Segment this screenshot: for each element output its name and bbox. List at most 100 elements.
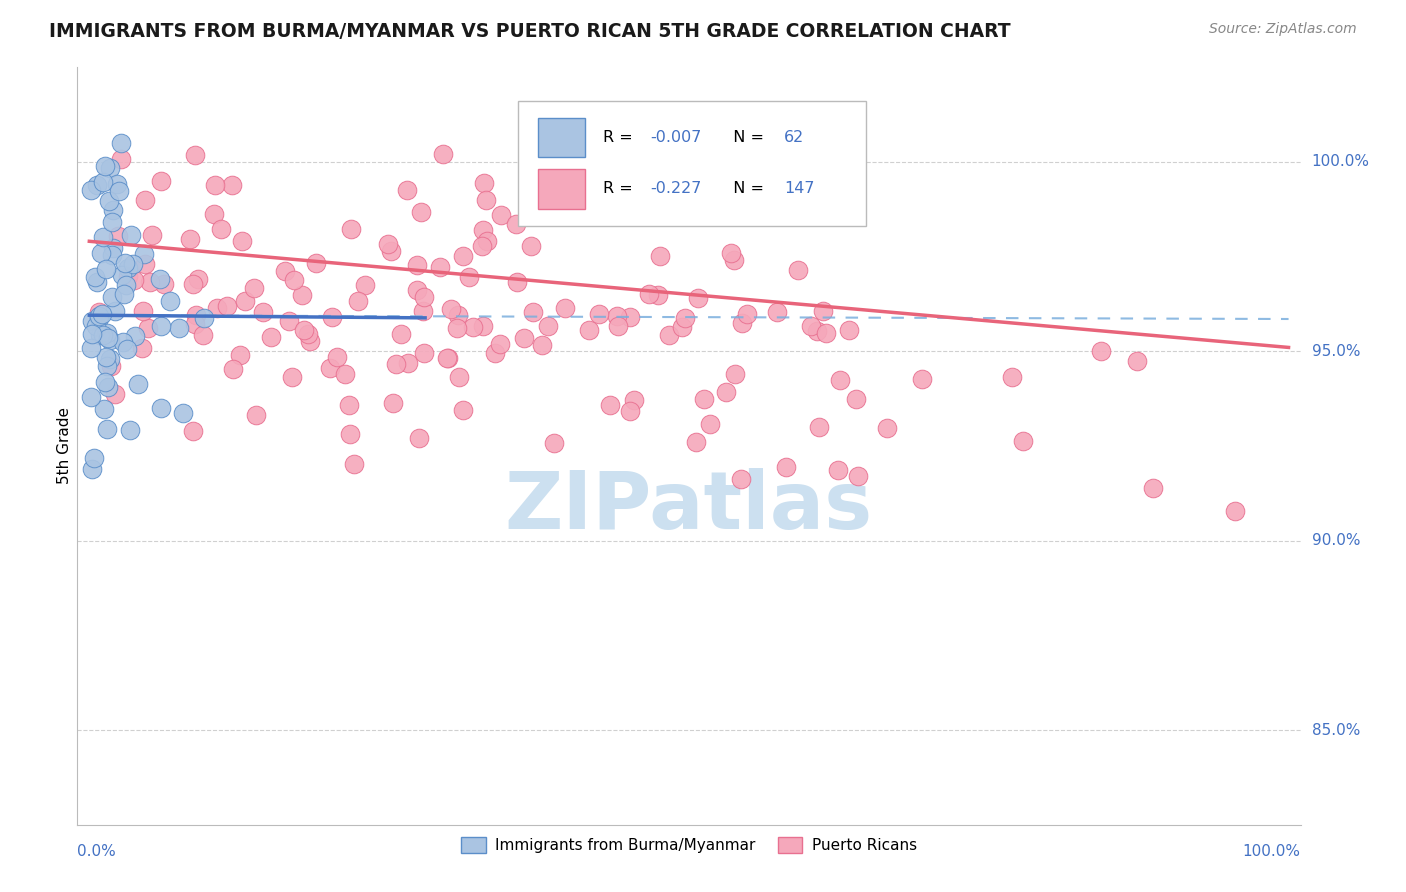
- Point: [471, 222, 494, 236]
- Point: [108, 184, 131, 198]
- Point: [543, 435, 565, 450]
- Point: [150, 174, 173, 188]
- Point: [606, 309, 628, 323]
- Point: [96, 359, 118, 373]
- Legend: Immigrants from Burma/Myanmar, Puerto Ricans: Immigrants from Burma/Myanmar, Puerto Ri…: [456, 831, 922, 859]
- Point: [723, 253, 745, 268]
- Point: [436, 351, 458, 365]
- Point: [83, 450, 105, 465]
- Point: [335, 367, 357, 381]
- Point: [181, 424, 204, 438]
- Bar: [538, 169, 585, 209]
- Text: -0.227: -0.227: [650, 181, 702, 196]
- Point: [100, 214, 122, 228]
- Point: [184, 318, 207, 332]
- Point: [231, 234, 253, 248]
- Point: [100, 248, 122, 262]
- Point: [520, 239, 543, 253]
- Point: [385, 358, 408, 372]
- Point: [91, 175, 114, 189]
- Point: [101, 241, 124, 255]
- Point: [221, 178, 243, 193]
- Point: [209, 222, 232, 236]
- Point: [89, 327, 111, 342]
- Point: [101, 203, 124, 218]
- Point: [202, 207, 225, 221]
- Point: [720, 246, 742, 260]
- Point: [191, 327, 214, 342]
- Point: [193, 311, 215, 326]
- Point: [806, 324, 828, 338]
- Point: [537, 318, 560, 333]
- Point: [111, 268, 134, 282]
- Text: 147: 147: [785, 181, 815, 196]
- Point: [150, 401, 173, 416]
- Point: [82, 326, 104, 341]
- Text: 0.0%: 0.0%: [77, 844, 117, 859]
- Point: [274, 264, 297, 278]
- Point: [127, 377, 149, 392]
- Point: [105, 178, 128, 192]
- Point: [84, 269, 107, 284]
- Point: [326, 350, 349, 364]
- Point: [79, 341, 101, 355]
- Point: [337, 398, 360, 412]
- Point: [813, 304, 835, 318]
- Point: [94, 350, 117, 364]
- Point: [451, 249, 474, 263]
- Point: [117, 260, 139, 275]
- Point: [153, 277, 176, 292]
- Point: [1001, 369, 1024, 384]
- Point: [98, 161, 121, 175]
- Point: [242, 281, 264, 295]
- Point: [297, 326, 319, 341]
- Point: [112, 287, 135, 301]
- Text: -0.007: -0.007: [650, 130, 702, 145]
- Point: [787, 263, 810, 277]
- Point: [94, 160, 117, 174]
- Point: [187, 271, 209, 285]
- Point: [124, 273, 146, 287]
- Point: [114, 255, 136, 269]
- Point: [412, 290, 434, 304]
- Point: [292, 323, 315, 337]
- Point: [471, 239, 494, 253]
- Point: [97, 194, 120, 209]
- Point: [100, 289, 122, 303]
- Point: [141, 227, 163, 242]
- Point: [318, 360, 340, 375]
- Point: [80, 390, 103, 404]
- Point: [87, 305, 110, 319]
- Point: [814, 326, 837, 340]
- Point: [671, 319, 693, 334]
- Point: [278, 314, 301, 328]
- Point: [280, 369, 302, 384]
- Point: [80, 461, 103, 475]
- Point: [554, 301, 576, 316]
- Point: [97, 331, 120, 345]
- Point: [530, 338, 553, 352]
- Point: [222, 362, 245, 376]
- Point: [96, 422, 118, 436]
- Point: [138, 321, 160, 335]
- Point: [132, 247, 155, 261]
- Point: [522, 305, 544, 319]
- Point: [107, 228, 129, 243]
- Point: [381, 396, 404, 410]
- Point: [846, 469, 869, 483]
- Point: [228, 348, 250, 362]
- Point: [87, 309, 110, 323]
- Point: [104, 303, 127, 318]
- Point: [118, 423, 141, 437]
- Point: [838, 323, 860, 337]
- Text: N =: N =: [723, 130, 769, 145]
- Text: 100.0%: 100.0%: [1243, 844, 1301, 859]
- FancyBboxPatch shape: [517, 101, 866, 226]
- Point: [439, 301, 461, 316]
- Point: [215, 299, 238, 313]
- Text: Source: ZipAtlas.com: Source: ZipAtlas.com: [1209, 22, 1357, 37]
- Text: 90.0%: 90.0%: [1312, 533, 1360, 549]
- Point: [623, 392, 645, 407]
- Point: [117, 268, 139, 283]
- Point: [380, 244, 402, 258]
